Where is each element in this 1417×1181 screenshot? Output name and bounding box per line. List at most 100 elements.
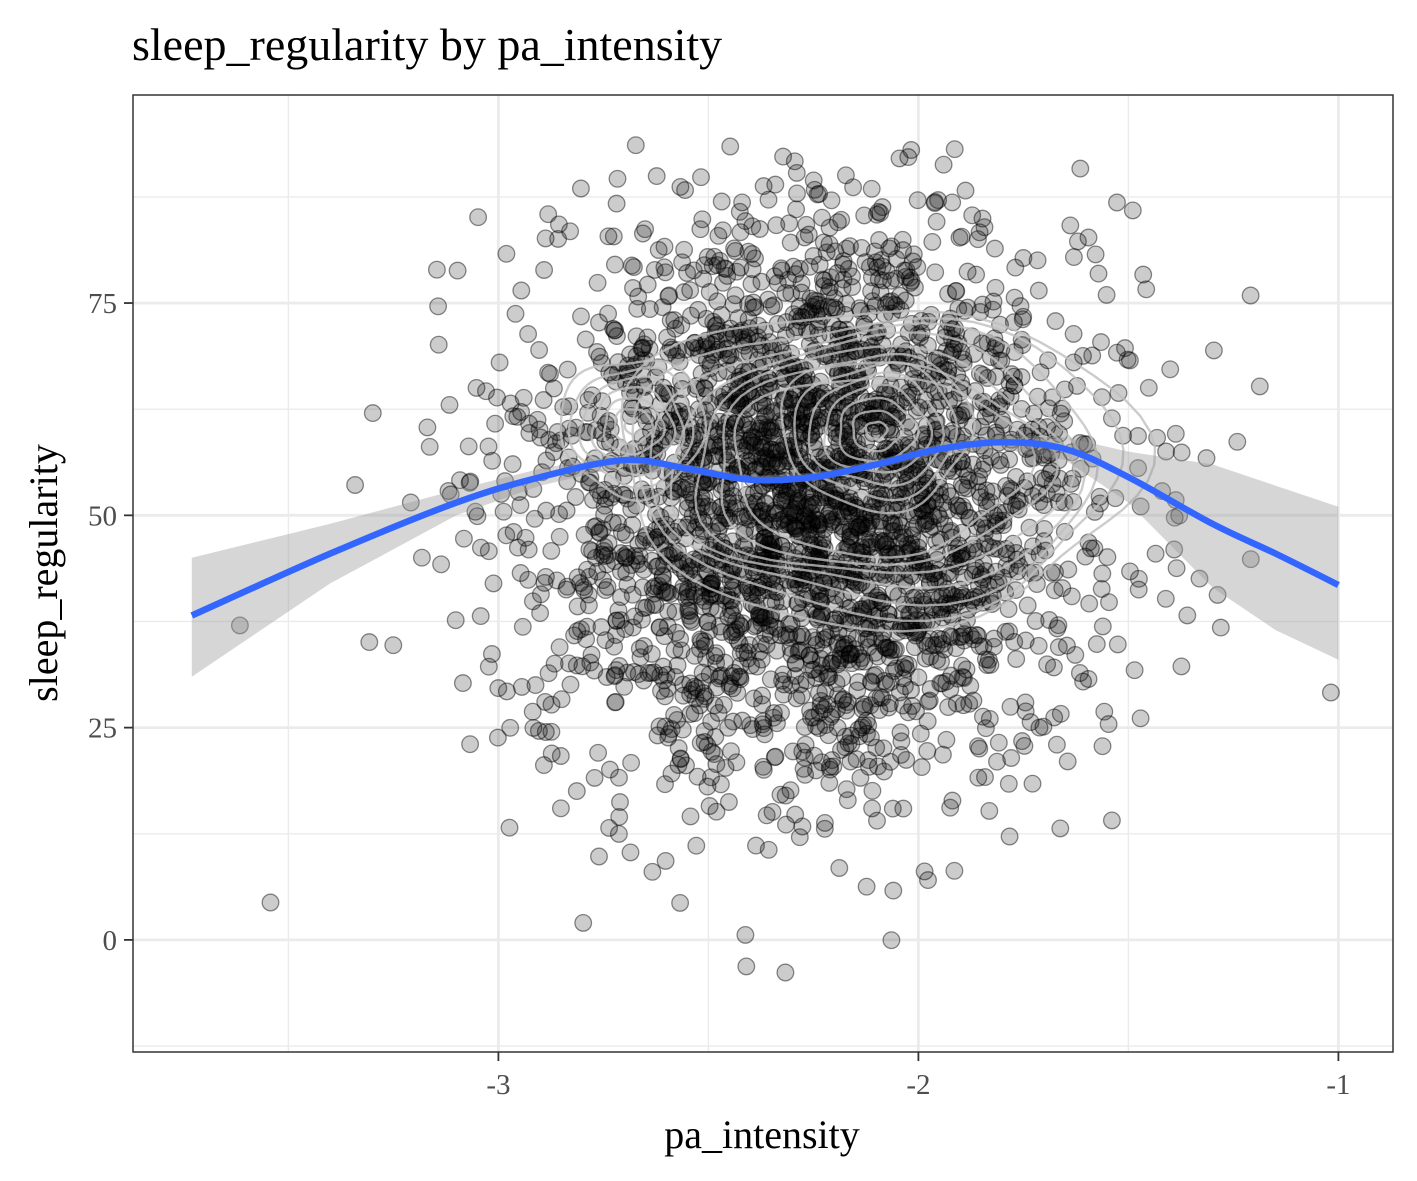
data-point [757, 406, 775, 424]
data-point [765, 449, 784, 468]
data-point [461, 735, 480, 754]
data-point [752, 650, 771, 669]
data-point [547, 434, 566, 453]
data-point [780, 625, 799, 644]
data-point [1100, 593, 1118, 612]
data-point [792, 283, 811, 302]
data-point [1102, 811, 1121, 830]
data-point [460, 473, 479, 492]
data-point [651, 666, 670, 685]
data-point [973, 707, 992, 726]
data-point [628, 299, 647, 318]
data-point [933, 634, 952, 653]
data-point [673, 253, 692, 272]
data-point [557, 580, 576, 599]
data-point [1165, 508, 1184, 527]
data-point [1086, 245, 1105, 264]
data-point [737, 576, 756, 595]
data-point [625, 607, 644, 626]
data-point [709, 703, 728, 722]
data-point [866, 665, 885, 684]
data-point [612, 588, 630, 607]
data-point [467, 378, 486, 397]
data-point [1061, 216, 1080, 235]
data-point [1016, 631, 1035, 650]
data-point [899, 703, 918, 722]
data-point [779, 515, 798, 534]
data-point [917, 514, 936, 533]
data-point [607, 194, 626, 213]
data-point [958, 262, 977, 281]
data-point [970, 739, 989, 758]
data-point [887, 351, 906, 370]
data-point [938, 501, 957, 520]
data-point [802, 425, 821, 444]
data-point [735, 396, 754, 415]
data-point [547, 571, 566, 590]
data-point [873, 198, 892, 217]
data-point [919, 871, 937, 890]
data-point [1057, 636, 1076, 655]
data-point [829, 686, 847, 705]
data-point [1062, 587, 1081, 606]
data-point [605, 321, 624, 340]
data-point [640, 300, 659, 319]
data-point [771, 484, 790, 503]
data-point [944, 462, 962, 480]
data-point [616, 549, 635, 568]
data-point [653, 573, 672, 592]
data-point [605, 667, 624, 686]
data-point [853, 515, 871, 534]
data-point [691, 220, 710, 239]
data-point [551, 799, 570, 818]
data-point [1098, 548, 1117, 567]
data-point [666, 602, 685, 621]
data-point [544, 443, 563, 461]
data-point [664, 482, 683, 501]
data-point [862, 179, 881, 198]
data-point [572, 307, 590, 326]
data-point [986, 514, 1005, 533]
data-point [630, 547, 649, 566]
x-tick-label: -3 [486, 1069, 510, 1101]
data-point [541, 364, 559, 383]
data-point [753, 415, 772, 433]
data-point [893, 524, 912, 543]
data-point [536, 229, 555, 248]
data-point [901, 273, 920, 292]
data-point [788, 184, 806, 203]
data-point [593, 520, 612, 539]
data-point [882, 931, 901, 950]
data-point [957, 660, 976, 679]
data-point [1137, 280, 1156, 299]
chart-title: sleep_regularity by pa_intensity [132, 19, 722, 70]
data-point [1038, 655, 1057, 674]
data-point [589, 743, 608, 762]
data-point [916, 511, 935, 530]
data-point [758, 420, 777, 439]
data-point [604, 319, 623, 338]
data-point [607, 611, 626, 630]
data-point [539, 664, 558, 683]
data-point [918, 742, 937, 760]
data-point [838, 693, 857, 711]
data-point [905, 623, 923, 642]
data-point [1029, 483, 1048, 502]
data-point [750, 608, 769, 627]
data-point [604, 227, 623, 246]
x-axis-title: pa_intensity [664, 1112, 860, 1157]
data-point [703, 522, 722, 541]
data-point [490, 353, 509, 372]
data-point [903, 697, 922, 715]
data-point [807, 604, 826, 623]
data-point [802, 504, 821, 522]
data-point [702, 768, 720, 787]
data-point [804, 488, 823, 506]
data-point [710, 669, 729, 688]
data-point [678, 580, 697, 599]
data-point [902, 141, 921, 159]
data-point [849, 518, 867, 537]
data-point [768, 274, 787, 293]
data-point [988, 752, 1006, 771]
data-point [976, 534, 995, 553]
